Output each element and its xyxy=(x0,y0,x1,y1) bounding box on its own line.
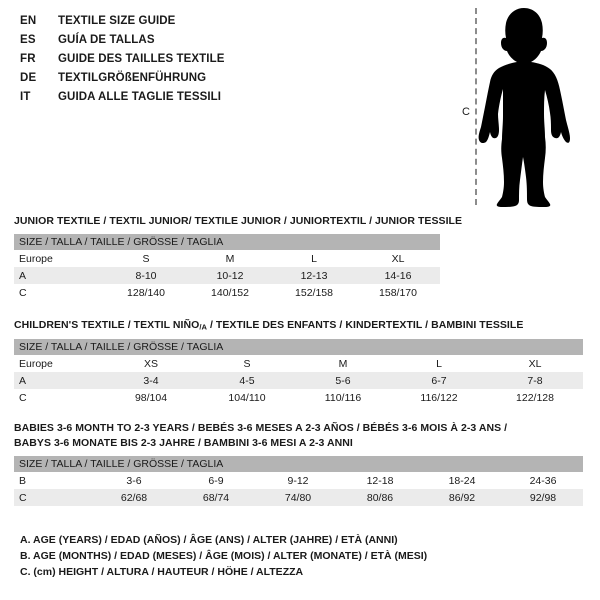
language-code-it: IT xyxy=(20,91,31,103)
language-title-es: GUÍA DE TALLAS xyxy=(58,34,155,46)
junior-europe-2: L xyxy=(311,252,317,265)
children-europe-3: L xyxy=(436,357,442,370)
children-c-2: 110/116 xyxy=(324,391,362,404)
title-row-it: IT GUIDA ALLE TAGLIE TESSILI xyxy=(20,88,440,107)
babies-b-4: 18-24 xyxy=(448,474,476,487)
babies-size-table: SIZE / TALLA / TAILLE / GRÖSSE / TAGLIA … xyxy=(14,456,584,506)
junior-table-band-row: SIZE / TALLA / TAILLE / GRÖSSE / TAGLIA xyxy=(14,234,441,250)
children-a-4: 7-8 xyxy=(527,374,543,387)
babies-c-3: 80/86 xyxy=(366,491,394,504)
junior-c-0: 128/140 xyxy=(127,286,165,299)
height-label-c: C xyxy=(462,106,470,118)
table-row: Europe XS S M L XL xyxy=(14,355,583,373)
language-code-de: DE xyxy=(20,72,37,84)
children-band-label: SIZE / TALLA / TAILLE / GRÖSSE / TAGLIA xyxy=(14,339,583,356)
title-row-en: EN TEXTILE SIZE GUIDE xyxy=(20,12,440,31)
language-title-en: TEXTILE SIZE GUIDE xyxy=(58,15,176,27)
junior-a-1: 10-12 xyxy=(216,269,244,282)
language-code-es: ES xyxy=(20,34,36,46)
babies-c-2: 74/80 xyxy=(284,491,312,504)
babies-table-band-row: SIZE / TALLA / TAILLE / GRÖSSE / TAGLIA xyxy=(14,456,584,472)
language-code-en: EN xyxy=(20,15,37,27)
children-row-label-c: C xyxy=(19,391,27,404)
table-row: C 62/68 68/74 74/80 80/86 86/92 92/98 xyxy=(14,489,584,506)
legend-line-c: C. (cm) HEIGHT / ALTURA / HAUTEUR / HÖHE… xyxy=(20,566,304,578)
section-heading-junior: JUNIOR TEXTILE / TEXTIL JUNIOR/ TEXTILE … xyxy=(14,215,463,227)
babies-b-1: 6-9 xyxy=(208,474,224,487)
junior-europe-1: M xyxy=(225,252,235,265)
title-row-es: ES GUÍA DE TALLAS xyxy=(20,31,440,50)
section-heading-babies-line2: BABYS 3-6 MONATE BIS 2-3 JAHRE / BAMBINI… xyxy=(14,437,353,449)
babies-row-label-c: C xyxy=(19,491,27,504)
children-europe-4: XL xyxy=(528,357,542,370)
language-title-it: GUIDA ALLE TAGLIE TESSILI xyxy=(58,91,222,103)
table-row: C 128/140 140/152 152/158 158/170 xyxy=(14,284,441,301)
children-c-1: 104/110 xyxy=(228,391,266,404)
junior-a-0: 8-10 xyxy=(135,269,157,282)
babies-c-4: 86/92 xyxy=(448,491,476,504)
junior-c-3: 158/170 xyxy=(379,286,417,299)
children-c-3: 116/122 xyxy=(420,391,458,404)
table-row: A 8-10 10-12 12-13 14-16 xyxy=(14,267,441,284)
babies-c-0: 62/68 xyxy=(120,491,148,504)
junior-europe-3: XL xyxy=(391,252,405,265)
babies-band-label: SIZE / TALLA / TAILLE / GRÖSSE / TAGLIA xyxy=(14,456,584,472)
junior-c-1: 140/152 xyxy=(211,286,249,299)
toddler-silhouette-icon xyxy=(478,8,570,207)
children-a-0: 3-4 xyxy=(143,374,159,387)
title-row-fr: FR GUIDE DES TAILLES TEXTILE xyxy=(20,50,440,69)
legend-line-b: B. AGE (MONTHS) / EDAD (MESES) / ÂGE (MO… xyxy=(20,550,428,562)
table-row: C 98/104 104/110 110/116 116/122 122/128 xyxy=(14,389,583,407)
table-row: B 3-6 6-9 9-12 12-18 18-24 24-36 xyxy=(14,472,584,489)
children-row-label-a: A xyxy=(19,374,27,387)
section-babies-textile: BABIES 3-6 MONTH TO 2-3 YEARS / BEBÉS 3-… xyxy=(14,421,584,506)
children-a-2: 5-6 xyxy=(335,374,351,387)
children-a-1: 4-5 xyxy=(239,374,255,387)
children-europe-2: M xyxy=(338,357,348,370)
children-europe-0: XS xyxy=(143,357,158,370)
height-dashed-line xyxy=(475,8,477,205)
junior-a-2: 12-13 xyxy=(300,269,328,282)
babies-b-3: 12-18 xyxy=(366,474,394,487)
legend-line-a: A. AGE (YEARS) / EDAD (AÑOS) / ÂGE (ANS)… xyxy=(20,534,398,546)
section-heading-babies-line1: BABIES 3-6 MONTH TO 2-3 YEARS / BEBÉS 3-… xyxy=(14,422,508,434)
children-heading-subscript: /A xyxy=(199,322,207,332)
title-row-de: DE TEXTILGRÖßENFÜHRUNG xyxy=(20,69,440,88)
language-title-block: EN TEXTILE SIZE GUIDE ES GUÍA DE TALLAS … xyxy=(20,12,440,107)
babies-c-1: 68/74 xyxy=(202,491,230,504)
babies-b-2: 9-12 xyxy=(287,474,309,487)
height-measurement-figure: C xyxy=(450,0,600,212)
children-heading-after: / TEXTILE DES ENFANTS / KINDERTEXTIL / B… xyxy=(207,319,524,331)
junior-europe-0: S xyxy=(142,252,150,265)
children-table-band-row: SIZE / TALLA / TAILLE / GRÖSSE / TAGLIA xyxy=(14,339,583,356)
junior-row-label-a: A xyxy=(19,269,27,282)
language-code-fr: FR xyxy=(20,53,36,65)
children-size-table: SIZE / TALLA / TAILLE / GRÖSSE / TAGLIA … xyxy=(14,339,583,407)
children-europe-1: S xyxy=(243,357,251,370)
junior-row-label-europe: Europe xyxy=(19,252,53,265)
junior-size-table: SIZE / TALLA / TAILLE / GRÖSSE / TAGLIA … xyxy=(14,234,441,301)
babies-b-0: 3-6 xyxy=(126,474,142,487)
children-row-label-europe: Europe xyxy=(19,357,53,370)
babies-row-label-b: B xyxy=(19,474,27,487)
babies-b-5: 24-36 xyxy=(529,474,557,487)
table-row: A 3-4 4-5 5-6 6-7 7-8 xyxy=(14,372,583,390)
language-title-de: TEXTILGRÖßENFÜHRUNG xyxy=(58,72,207,84)
children-c-4: 122/128 xyxy=(516,391,554,404)
junior-band-label: SIZE / TALLA / TAILLE / GRÖSSE / TAGLIA xyxy=(14,234,441,250)
section-childrens-textile: CHILDREN'S TEXTILE / TEXTIL NIÑO/A / TEX… xyxy=(14,318,583,407)
children-heading-before: CHILDREN'S TEXTILE / TEXTIL NIÑO xyxy=(14,319,200,331)
children-c-0: 98/104 xyxy=(134,391,168,404)
junior-row-label-c: C xyxy=(19,286,27,299)
table-row: Europe S M L XL xyxy=(14,250,441,267)
language-title-fr: GUIDE DES TAILLES TEXTILE xyxy=(58,53,225,65)
children-a-3: 6-7 xyxy=(431,374,447,387)
babies-c-5: 92/98 xyxy=(529,491,557,504)
section-heading-children: CHILDREN'S TEXTILE / TEXTIL NIÑO/A / TEX… xyxy=(14,318,583,334)
junior-c-2: 152/158 xyxy=(295,286,333,299)
section-junior-textile: JUNIOR TEXTILE / TEXTIL JUNIOR/ TEXTILE … xyxy=(14,214,463,301)
measurement-legend: A. AGE (YEARS) / EDAD (AÑOS) / ÂGE (ANS)… xyxy=(20,532,490,580)
junior-a-3: 14-16 xyxy=(384,269,412,282)
